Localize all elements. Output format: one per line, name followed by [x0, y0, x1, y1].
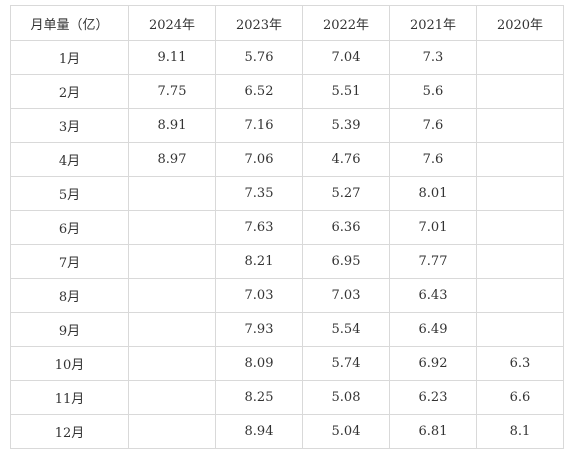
header-cell-metric: 月单量（亿） [10, 5, 129, 41]
value-2024-cell [128, 346, 216, 381]
value-2021-cell: 7.6 [389, 108, 477, 143]
header-cell-2024: 2024年 [128, 5, 216, 41]
month-cell: 10月 [10, 346, 129, 381]
value-2021-cell: 7.6 [389, 142, 477, 177]
month-cell: 4月 [10, 142, 129, 177]
value-2022-cell: 4.76 [302, 142, 390, 177]
value-2021-cell: 6.23 [389, 380, 477, 415]
month-cell: 11月 [10, 380, 129, 415]
value-2023-cell: 7.35 [215, 176, 303, 211]
header-cell-2022: 2022年 [302, 5, 390, 41]
value-2024-cell [128, 244, 216, 279]
table-row: 11月 8.25 5.08 6.23 6.6 [10, 380, 564, 415]
value-2020-cell [476, 108, 564, 143]
value-2024-cell [128, 380, 216, 415]
value-2020-cell: 6.3 [476, 346, 564, 381]
value-2024-cell: 8.97 [128, 142, 216, 177]
value-2024-cell [128, 176, 216, 211]
month-cell: 6月 [10, 210, 129, 245]
value-2022-cell: 5.08 [302, 380, 390, 415]
value-2024-cell: 7.75 [128, 74, 216, 109]
table-row: 10月 8.09 5.74 6.92 6.3 [10, 346, 564, 381]
value-2023-cell: 7.06 [215, 142, 303, 177]
table-row: 4月 8.97 7.06 4.76 7.6 [10, 142, 564, 177]
value-2023-cell: 7.93 [215, 312, 303, 347]
table-header: 月单量（亿） 2024年 2023年 2022年 2021年 2020年 [10, 5, 564, 41]
value-2022-cell: 6.95 [302, 244, 390, 279]
monthly-order-volume-table: 月单量（亿） 2024年 2023年 2022年 2021年 2020年 1月 9… [10, 5, 564, 449]
value-2024-cell [128, 278, 216, 313]
month-cell: 3月 [10, 108, 129, 143]
value-2020-cell [476, 74, 564, 109]
value-2020-cell [476, 312, 564, 347]
value-2022-cell: 7.03 [302, 278, 390, 313]
value-2023-cell: 6.52 [215, 74, 303, 109]
value-2022-cell: 5.27 [302, 176, 390, 211]
value-2021-cell: 7.3 [389, 40, 477, 75]
value-2024-cell [128, 414, 216, 449]
value-2023-cell: 8.09 [215, 346, 303, 381]
value-2020-cell [476, 176, 564, 211]
value-2022-cell: 5.51 [302, 74, 390, 109]
value-2023-cell: 7.03 [215, 278, 303, 313]
value-2021-cell: 6.81 [389, 414, 477, 449]
month-cell: 12月 [10, 414, 129, 449]
value-2020-cell [476, 244, 564, 279]
value-2024-cell [128, 312, 216, 347]
value-2022-cell: 5.04 [302, 414, 390, 449]
header-cell-2021: 2021年 [389, 5, 477, 41]
month-cell: 7月 [10, 244, 129, 279]
value-2022-cell: 5.39 [302, 108, 390, 143]
table-container: 月单量（亿） 2024年 2023年 2022年 2021年 2020年 1月 9… [10, 5, 564, 449]
value-2021-cell: 6.92 [389, 346, 477, 381]
month-cell: 1月 [10, 40, 129, 75]
value-2023-cell: 5.76 [215, 40, 303, 75]
value-2020-cell [476, 210, 564, 245]
month-cell: 8月 [10, 278, 129, 313]
month-cell: 9月 [10, 312, 129, 347]
value-2021-cell: 7.01 [389, 210, 477, 245]
value-2022-cell: 5.74 [302, 346, 390, 381]
value-2022-cell: 6.36 [302, 210, 390, 245]
value-2021-cell: 5.6 [389, 74, 477, 109]
value-2023-cell: 8.21 [215, 244, 303, 279]
value-2020-cell [476, 40, 564, 75]
value-2024-cell: 8.91 [128, 108, 216, 143]
value-2020-cell: 6.6 [476, 380, 564, 415]
value-2021-cell: 6.43 [389, 278, 477, 313]
table-row: 12月 8.94 5.04 6.81 8.1 [10, 414, 564, 449]
table-row: 1月 9.11 5.76 7.04 7.3 [10, 40, 564, 75]
value-2021-cell: 7.77 [389, 244, 477, 279]
header-row: 月单量（亿） 2024年 2023年 2022年 2021年 2020年 [10, 5, 564, 41]
value-2023-cell: 7.63 [215, 210, 303, 245]
value-2021-cell: 8.01 [389, 176, 477, 211]
value-2022-cell: 5.54 [302, 312, 390, 347]
table-row: 6月 7.63 6.36 7.01 [10, 210, 564, 245]
header-cell-2023: 2023年 [215, 5, 303, 41]
value-2020-cell [476, 142, 564, 177]
table-row: 3月 8.91 7.16 5.39 7.6 [10, 108, 564, 143]
table-row: 8月 7.03 7.03 6.43 [10, 278, 564, 313]
table-row: 7月 8.21 6.95 7.77 [10, 244, 564, 279]
header-cell-2020: 2020年 [476, 5, 564, 41]
value-2024-cell: 9.11 [128, 40, 216, 75]
value-2021-cell: 6.49 [389, 312, 477, 347]
value-2022-cell: 7.04 [302, 40, 390, 75]
value-2020-cell [476, 278, 564, 313]
month-cell: 5月 [10, 176, 129, 211]
value-2024-cell [128, 210, 216, 245]
value-2020-cell: 8.1 [476, 414, 564, 449]
value-2023-cell: 8.94 [215, 414, 303, 449]
table-row: 2月 7.75 6.52 5.51 5.6 [10, 74, 564, 109]
value-2023-cell: 7.16 [215, 108, 303, 143]
table-row: 5月 7.35 5.27 8.01 [10, 176, 564, 211]
month-cell: 2月 [10, 74, 129, 109]
table-row: 9月 7.93 5.54 6.49 [10, 312, 564, 347]
table-body: 1月 9.11 5.76 7.04 7.3 2月 7.75 6.52 5.51 5.6 3月 8.91… [10, 40, 564, 449]
value-2023-cell: 8.25 [215, 380, 303, 415]
